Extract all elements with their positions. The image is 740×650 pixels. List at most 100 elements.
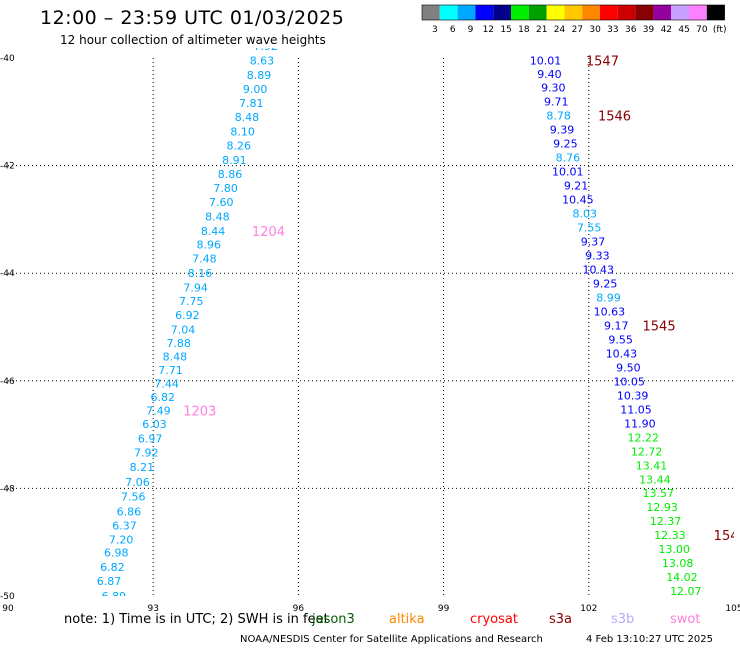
- color-scale-label: 39: [643, 25, 655, 35]
- x-tick-label: 99: [438, 604, 450, 614]
- color-swatch: [475, 5, 494, 20]
- mission-altika: altika: [389, 612, 425, 627]
- color-swatch: [493, 5, 511, 20]
- swh-point-label: 9.40: [537, 68, 562, 81]
- swh-point-label: 11.48: [673, 599, 705, 612]
- swh-point-label: 8.48: [163, 351, 188, 364]
- color-swatch: [439, 5, 458, 20]
- time-label: 1546: [598, 110, 631, 125]
- swh-point-label: 6.03: [142, 418, 167, 431]
- swh-point-label: 7.04: [171, 324, 196, 337]
- swh-point-label: 8.91: [222, 154, 247, 167]
- time-label: 1205: [290, 26, 323, 41]
- swh-point-label: 12.07: [670, 585, 702, 598]
- swh-point-label: 9.25: [593, 277, 618, 290]
- mission-cryosat: cryosat: [470, 612, 518, 627]
- footer-note: note: 1) Time is in UTC; 2) SWH is in fe…: [64, 612, 329, 627]
- swh-point-label: 13.44: [639, 473, 671, 486]
- swh-point-label: 9.25: [553, 138, 578, 151]
- time-label: 1203: [183, 404, 216, 419]
- swh-point-label: 6.92: [175, 309, 200, 322]
- time-label: 1547: [586, 55, 619, 70]
- swh-point-label: 10.01: [552, 166, 584, 179]
- color-swatch: [546, 5, 565, 20]
- swh-point-label: 7.06: [125, 476, 150, 489]
- data-layer: 6.896.876.826.987.206.376.867.567.068.21…: [97, 26, 740, 612]
- y-tick-label: -46: [0, 377, 15, 387]
- color-scale-border: [421, 4, 725, 21]
- page-title: 12:00 – 23:59 UTC 01/03/2025: [40, 7, 345, 29]
- swh-point-label: 7.92: [134, 446, 159, 459]
- swh-point-label: 9.39: [550, 124, 575, 137]
- swh-point-label: 8.76: [556, 152, 581, 165]
- swh-point-label: 13.00: [658, 543, 690, 556]
- x-tick-label: 93: [147, 604, 158, 614]
- color-swatch: [582, 5, 600, 20]
- color-scale-label: 21: [536, 25, 547, 35]
- page-subtitle: 12 hour collection of altimeter wave hei…: [60, 33, 326, 47]
- color-scale-legend: 3 6 9 12 15 18 21 24 27 30 33 36 39 42 45 70 (ft): [421, 4, 727, 35]
- swh-point-label: 6.87: [97, 575, 122, 588]
- color-swatch: [457, 5, 476, 20]
- x-tick-label: 90: [2, 604, 14, 614]
- swh-point-label: 13.08: [662, 557, 694, 570]
- color-swatch: [511, 5, 529, 20]
- swh-point-label: 8.96: [196, 239, 221, 252]
- swh-point-label: 8.48: [235, 111, 260, 124]
- swh-point-label: 8.16: [188, 267, 213, 280]
- swh-point-label: 9.33: [585, 249, 610, 262]
- swh-point-label: 7.20: [109, 534, 134, 547]
- color-scale-label: 70: [696, 25, 708, 35]
- time-label: 1544: [714, 529, 740, 544]
- y-tick-label: -40: [0, 54, 15, 64]
- x-tick-label: 96: [293, 604, 305, 614]
- swh-point-label: 7.49: [146, 404, 171, 417]
- swh-point-label: 10.45: [562, 193, 594, 206]
- swh-point-label: 7.75: [179, 295, 204, 308]
- swh-point-label: 8.77: [257, 26, 282, 39]
- timestamp: 4 Feb 13:10:27 UTC 2025: [586, 634, 713, 645]
- y-tick-label: -42: [0, 162, 15, 172]
- time-label: 1204: [252, 225, 285, 240]
- color-scale-label: 27: [572, 25, 583, 35]
- swh-point-label: 6.98: [104, 546, 129, 559]
- y-tick-label: -48: [0, 484, 15, 494]
- swh-point-label: 8.21: [130, 461, 155, 474]
- swh-point-label: 12.37: [650, 515, 682, 528]
- swh-point-label: 10.43: [606, 347, 638, 360]
- swh-point-label: 13.57: [642, 487, 674, 500]
- y-tick-label: -44: [0, 269, 15, 279]
- mission-jason3: jason3: [312, 612, 355, 627]
- color-scale-label: (ft): [713, 25, 727, 35]
- swh-point-label: 14.02: [666, 571, 698, 584]
- swh-point-label: 8.03: [573, 207, 598, 220]
- swh-point-label: 9.50: [616, 361, 641, 374]
- swh-point-label: 7.71: [158, 364, 183, 377]
- swh-point-label: 10.43: [582, 263, 614, 276]
- color-swatch: [635, 5, 654, 20]
- mission-s3b: s3b: [611, 612, 635, 627]
- swh-point-label: 9.30: [541, 82, 566, 95]
- color-swatch: [706, 5, 725, 20]
- swh-point-label: 8.48: [205, 211, 230, 224]
- color-scale-label: 30: [589, 25, 601, 35]
- swh-point-label: 7.56: [121, 490, 146, 503]
- swh-point-label: 9.37: [581, 235, 606, 248]
- swh-point-label: 9.55: [608, 333, 633, 346]
- swh-point-label: 6.86: [117, 506, 142, 519]
- swh-point-label: 9.71: [544, 96, 569, 109]
- swh-point-label: 7.81: [239, 97, 264, 110]
- color-scale-label: 6: [450, 25, 456, 35]
- time-label: 1545: [643, 319, 676, 334]
- swh-point-label: 9.21: [564, 180, 589, 193]
- swh-point-label: 8.99: [596, 291, 621, 304]
- swh-point-label: 7.92: [254, 40, 279, 53]
- swh-point-label: 7.60: [209, 196, 234, 209]
- color-scale-label: 33: [607, 25, 618, 35]
- swh-point-label: 7.80: [213, 182, 238, 195]
- swh-point-label: 10.39: [617, 389, 649, 402]
- swh-point-label: 10.63: [594, 305, 626, 318]
- color-swatch: [600, 5, 618, 20]
- swh-point-label: 8.86: [218, 168, 243, 181]
